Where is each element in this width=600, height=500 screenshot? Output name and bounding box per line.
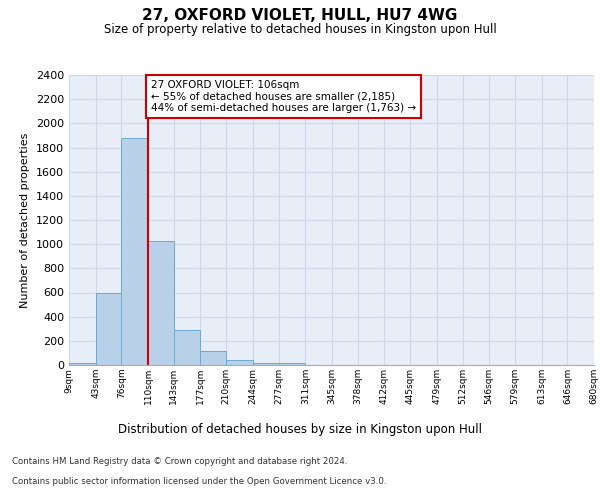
Text: Distribution of detached houses by size in Kingston upon Hull: Distribution of detached houses by size …: [118, 422, 482, 436]
Bar: [69, 363, 95, 365]
Bar: [121, 138, 148, 365]
Bar: [95, 292, 121, 365]
Bar: [253, 362, 278, 365]
Y-axis label: Number of detached properties: Number of detached properties: [20, 132, 31, 308]
Text: 27 OXFORD VIOLET: 106sqm
← 55% of detached houses are smaller (2,185)
44% of sem: 27 OXFORD VIOLET: 106sqm ← 55% of detach…: [151, 80, 416, 113]
Text: Size of property relative to detached houses in Kingston upon Hull: Size of property relative to detached ho…: [104, 22, 496, 36]
Text: Contains HM Land Registry data © Crown copyright and database right 2024.: Contains HM Land Registry data © Crown c…: [12, 457, 347, 466]
Bar: [278, 363, 305, 365]
Text: Contains public sector information licensed under the Open Government Licence v3: Contains public sector information licen…: [12, 477, 386, 486]
Bar: [226, 360, 253, 365]
Text: 27, OXFORD VIOLET, HULL, HU7 4WG: 27, OXFORD VIOLET, HULL, HU7 4WG: [142, 8, 458, 22]
Bar: [200, 351, 226, 365]
Bar: [174, 330, 200, 365]
Bar: [148, 240, 174, 365]
